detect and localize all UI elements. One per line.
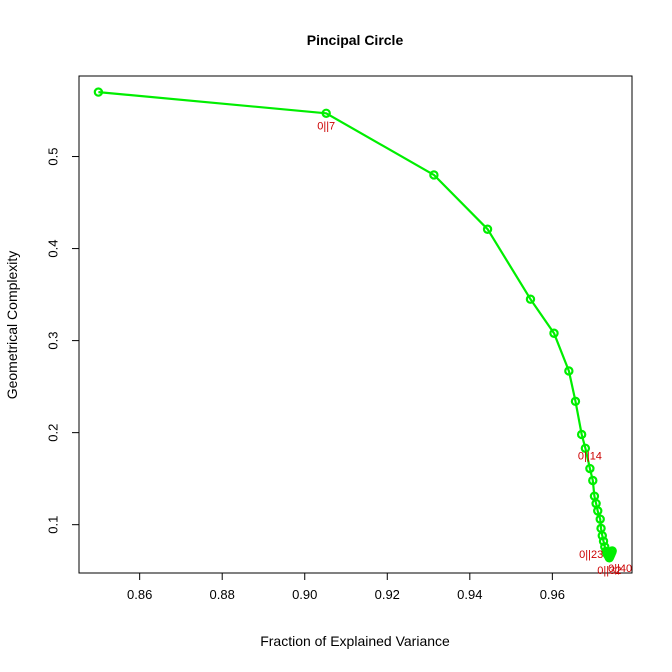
y-axis: 0.1 0.2 0.3 0.4 0.5 xyxy=(46,147,79,534)
x-axis-label: Fraction of Explained Variance xyxy=(260,633,450,649)
data-point xyxy=(607,546,617,556)
y-tick-label: 0.4 xyxy=(46,240,61,258)
annotation-layer: 0||7 0||14 0||23 0||400||32 xyxy=(317,120,632,577)
x-tick-label: 0.90 xyxy=(292,587,317,602)
data-point xyxy=(93,87,104,97)
point-annotation: 0||7 xyxy=(317,120,335,132)
x-tick-label: 0.86 xyxy=(127,587,152,602)
data-point xyxy=(580,443,591,453)
x-tick-label: 0.94 xyxy=(457,587,482,602)
data-point xyxy=(585,463,595,474)
plot-frame xyxy=(78,75,633,574)
point-annotation: 0||40 xyxy=(608,563,632,575)
data-point xyxy=(595,514,605,524)
data-point xyxy=(597,531,607,541)
y-tick-label: 0.1 xyxy=(46,516,61,534)
point-annotation: 0||14 xyxy=(578,451,602,463)
y-tick-label: 0.2 xyxy=(46,424,61,442)
data-point xyxy=(588,475,598,486)
point-annotation: 0||32 xyxy=(597,565,621,577)
data-point xyxy=(525,294,536,304)
x-tick-label: 0.92 xyxy=(375,587,400,602)
data-point xyxy=(593,506,603,516)
y-axis-label: Geometrical Complexity xyxy=(4,251,20,400)
x-tick-label: 0.88 xyxy=(210,587,235,602)
point-annotation: 0||23 xyxy=(579,549,603,561)
chart-title: Pincipal Circle xyxy=(307,32,404,48)
data-point xyxy=(576,429,587,440)
data-point xyxy=(598,536,609,546)
series-layer xyxy=(93,87,617,563)
y-tick-label: 0.5 xyxy=(46,147,61,165)
x-tick-label: 0.96 xyxy=(540,587,565,602)
data-point xyxy=(321,108,331,118)
x-axis: 0.86 0.88 0.90 0.92 0.94 0.96 xyxy=(127,573,565,602)
data-point xyxy=(570,396,581,407)
y-tick-label: 0.3 xyxy=(46,332,61,350)
data-point xyxy=(482,224,493,234)
series-line xyxy=(98,91,614,559)
data-point xyxy=(549,328,559,338)
data-point xyxy=(564,366,574,376)
data-point xyxy=(429,170,439,180)
